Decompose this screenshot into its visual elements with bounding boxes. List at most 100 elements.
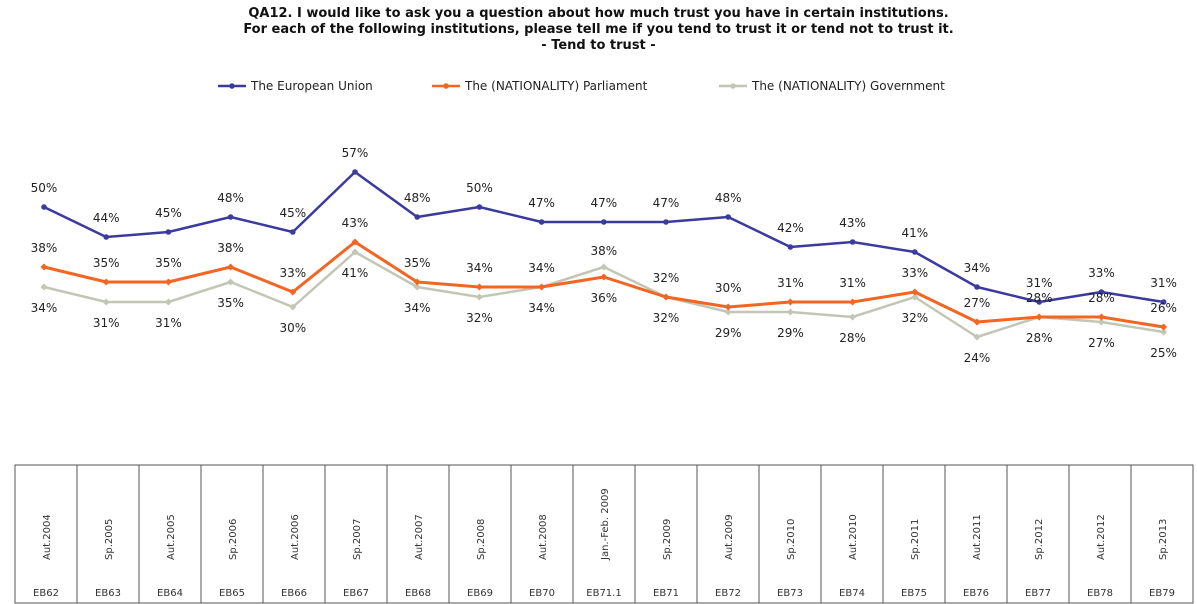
data-point — [911, 293, 919, 301]
data-point — [413, 283, 421, 291]
data-point — [414, 214, 421, 220]
data-label: 29% — [715, 326, 742, 340]
title-line-1: QA12. I would like to ask you a question… — [248, 6, 949, 21]
table-border — [14, 464, 1194, 604]
tick-label-date: Sp.2006 — [228, 519, 239, 560]
data-point — [227, 214, 234, 220]
data-point — [164, 278, 172, 286]
data-label: 38% — [217, 241, 244, 255]
data-label: 35% — [217, 296, 244, 310]
data-point — [103, 234, 109, 240]
data-point — [724, 308, 732, 316]
data-label: 48% — [404, 191, 431, 205]
data-point — [289, 303, 297, 311]
data-point — [1098, 289, 1105, 295]
data-label: 36% — [590, 291, 617, 305]
data-label: 31% — [155, 316, 182, 330]
tick-label-date: Aut.2009 — [724, 514, 735, 560]
tick-label-wave: EB71.1 — [586, 588, 621, 599]
tick-label-wave: EB71 — [653, 588, 679, 599]
data-label: 50% — [31, 181, 58, 195]
data-point — [227, 278, 235, 286]
data-label: 34% — [31, 301, 58, 315]
tick-label-wave: EB68 — [405, 588, 431, 599]
data-point — [662, 293, 670, 301]
data-label: 31% — [1150, 276, 1177, 290]
data-point — [164, 298, 172, 306]
tick-label-wave: EB76 — [963, 588, 989, 599]
data-point — [601, 219, 607, 225]
data-point — [600, 263, 608, 271]
data-label: 33% — [279, 266, 306, 280]
data-point — [786, 298, 794, 306]
data-point — [724, 303, 732, 311]
data-point — [911, 288, 919, 296]
data-point — [973, 333, 981, 341]
data-label: 34% — [964, 261, 991, 275]
tick-label-date: Jan.-Feb. 2009 — [600, 488, 611, 561]
data-point — [663, 219, 669, 225]
data-point — [351, 248, 359, 256]
tick-label-date: Sp.2005 — [104, 519, 115, 560]
data-point — [1160, 328, 1168, 336]
data-label: 34% — [528, 301, 555, 315]
data-point — [912, 249, 918, 255]
tick-label-date: Aut.2005 — [166, 514, 177, 560]
tick-label-date: Sp.2009 — [662, 519, 673, 560]
data-label: 28% — [1026, 331, 1053, 345]
data-point — [1160, 323, 1168, 331]
tick-label-date: Aut.2007 — [414, 514, 425, 560]
tick-label-date: Aut.2006 — [290, 514, 301, 560]
data-label: 32% — [653, 311, 680, 325]
tick-label-wave: EB75 — [901, 588, 927, 599]
data-label: 30% — [279, 321, 306, 335]
data-point — [974, 284, 980, 290]
data-label: 48% — [715, 191, 742, 205]
data-point — [352, 169, 358, 175]
tick-label-wave: EB65 — [219, 588, 245, 599]
data-label: 45% — [279, 206, 306, 220]
data-label: 35% — [155, 256, 182, 270]
tick-label-wave: EB64 — [157, 588, 183, 599]
data-label: 34% — [466, 261, 493, 275]
data-point — [973, 318, 981, 326]
data-point — [475, 283, 483, 291]
tick-label-date: Sp.2012 — [1034, 519, 1045, 560]
data-point — [40, 283, 48, 291]
data-label: 45% — [155, 206, 182, 220]
plot-area — [40, 169, 1168, 341]
data-label: 27% — [1088, 336, 1115, 350]
data-label: 32% — [901, 311, 928, 325]
tick-label-wave: EB79 — [1149, 588, 1175, 599]
category-table: Aut.2004 EB62 Sp.2005 EB63 Aut.2005 EB64 Sp.20… — [14, 464, 1194, 604]
data-point — [538, 283, 546, 291]
tick-label-date: Aut.2004 — [42, 514, 53, 560]
data-point — [476, 204, 483, 210]
tick-label-wave: EB69 — [467, 588, 493, 599]
title-line-3: - Tend to trust - — [541, 38, 656, 53]
tick-label-wave: EB72 — [715, 588, 741, 599]
data-label: 28% — [1026, 291, 1053, 305]
data-label: 24% — [964, 351, 991, 365]
data-label: 30% — [715, 281, 742, 295]
tick-label-date: Aut.2012 — [1096, 514, 1107, 560]
tick-label-date: Aut.2008 — [538, 514, 549, 560]
data-label: 31% — [1026, 276, 1053, 290]
data-point — [538, 219, 545, 225]
chart-title: QA12. I would like to ask you a question… — [0, 6, 1197, 54]
tick-label-wave: EB70 — [529, 588, 555, 599]
data-label: 47% — [653, 196, 680, 210]
data-label: 48% — [217, 191, 244, 205]
data-labels: 50% 38% 34% 44% 35% 31% 45% 35% 31% 48% 38% 35% 45% 3… — [31, 146, 1177, 365]
data-point — [725, 214, 731, 220]
data-point — [289, 288, 297, 296]
data-label: 43% — [839, 216, 866, 230]
data-label: 44% — [93, 211, 120, 225]
data-label: 42% — [777, 221, 804, 235]
data-point — [849, 239, 856, 245]
tick-label-date: Sp.2007 — [352, 519, 363, 560]
data-label: 41% — [901, 226, 928, 240]
data-label: 32% — [653, 271, 680, 285]
tick-label-date: Sp.2013 — [1158, 519, 1169, 560]
